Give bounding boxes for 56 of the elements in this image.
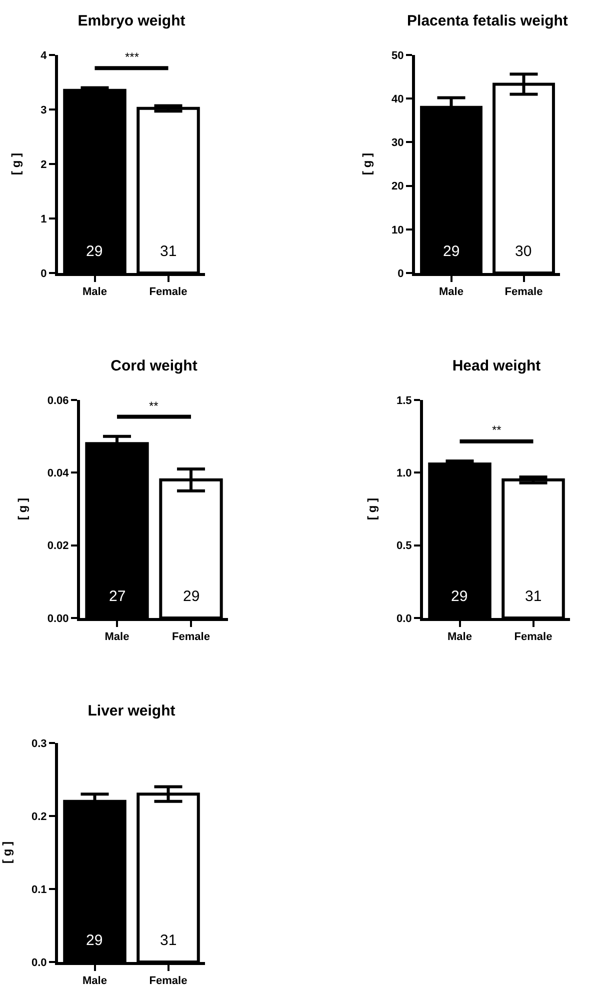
- annotation: 29: [443, 243, 460, 260]
- y-axis-title: [ g ]: [364, 498, 379, 520]
- y-axis-title: [ g ]: [8, 153, 23, 175]
- annotation: 29: [86, 243, 103, 260]
- y-tick-label: 0.04: [47, 468, 70, 480]
- y-tick-label: 1.5: [396, 394, 412, 407]
- x-tick-label: Female: [504, 286, 543, 298]
- y-tick-label: 0.5: [396, 540, 412, 552]
- x-tick-label: Male: [82, 975, 107, 988]
- chart-title: Placenta fetalis weight: [407, 12, 568, 30]
- x-tick-label: Female: [514, 631, 552, 644]
- annotation: 31: [160, 932, 177, 949]
- annotation: **: [149, 399, 159, 413]
- y-tick-label: 20: [392, 180, 404, 193]
- y-tick-label: 4: [40, 50, 48, 62]
- chart-title: Embryo weight: [78, 12, 186, 30]
- y-tick-label: 0.00: [47, 612, 69, 625]
- y-tick-label: 0.0: [396, 612, 412, 625]
- y-axis-title: [ g ]: [16, 498, 30, 520]
- x-tick-label: Male: [104, 631, 130, 644]
- x-tick-label: Female: [149, 286, 188, 298]
- chart-title: Liver weight: [88, 702, 176, 720]
- annotation: 31: [160, 243, 177, 260]
- annotation: 30: [515, 243, 532, 260]
- y-tick-label: 0.02: [47, 540, 69, 552]
- x-tick-label: Male: [439, 286, 464, 298]
- x-tick-label: Female: [149, 975, 188, 988]
- y-tick-label: 0.06: [47, 394, 69, 407]
- y-axis-title: [ g ]: [360, 153, 374, 175]
- chart-title: Head weight: [452, 358, 541, 374]
- annotation: ***: [125, 50, 140, 64]
- annotation: 29: [183, 588, 200, 605]
- y-tick-label: 0: [398, 268, 404, 280]
- y-tick-label: 50: [392, 50, 404, 62]
- y-tick-label: 0.0: [32, 956, 47, 969]
- x-tick-label: Male: [448, 631, 472, 644]
- y-tick-label: 2: [40, 158, 47, 171]
- x-tick-label: Male: [82, 286, 107, 298]
- y-tick-label: 40: [392, 93, 404, 106]
- annotation: 29: [86, 932, 103, 949]
- y-tick-label: 1: [40, 213, 47, 226]
- y-tick-label: 10: [392, 224, 404, 236]
- y-tick-label: 0.2: [32, 810, 47, 823]
- y-tick-label: 3: [40, 104, 47, 116]
- y-tick-label: 0.1: [32, 884, 47, 896]
- chart-title: Cord weight: [110, 358, 198, 374]
- y-tick-label: 30: [392, 137, 404, 150]
- y-tick-label: 0.3: [32, 738, 47, 750]
- x-tick-label: Female: [172, 631, 210, 644]
- y-tick-label: 1.0: [396, 468, 412, 480]
- annotation: 29: [451, 588, 468, 605]
- annotation: 31: [525, 588, 542, 605]
- annotation: 27: [109, 588, 126, 605]
- y-tick-label: 0: [40, 268, 47, 280]
- annotation: **: [492, 423, 502, 437]
- y-axis-title: [ g ]: [0, 842, 14, 864]
